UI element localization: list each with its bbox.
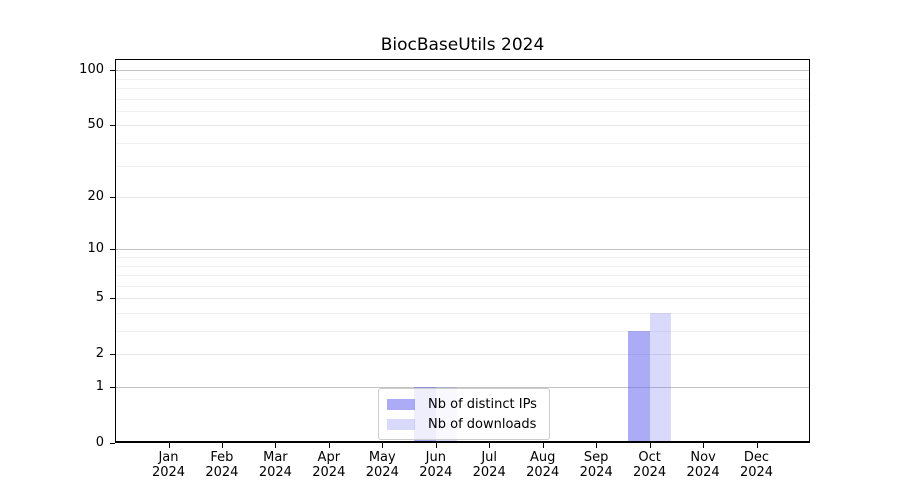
x-tick: [489, 443, 491, 448]
y-tick-label: 50: [87, 117, 104, 133]
legend-item-distinct-ips: Nb of distinct IPs: [387, 394, 541, 414]
x-tick: [168, 443, 170, 448]
x-tick-label: Sep 2024: [579, 450, 613, 480]
y-tick-label: 2: [95, 346, 104, 362]
legend-swatch-downloads: [387, 418, 415, 430]
x-tick-label: Dec 2024: [739, 450, 774, 480]
x-tick-label: Aug 2024: [526, 450, 560, 480]
x-tick-label: Jun 2024: [419, 450, 453, 480]
x-tick: [382, 443, 384, 448]
x-tick-label: Jan 2024: [151, 450, 186, 480]
x-tick: [542, 443, 544, 448]
y-tick: [110, 443, 115, 444]
legend-label-distinct-ips: Nb of distinct IPs: [428, 396, 537, 412]
y-tick-label: 5: [95, 290, 104, 306]
y-tick-label: 0: [95, 435, 104, 450]
x-tick: [275, 443, 277, 448]
legend-swatch-distinct-ips: [387, 398, 415, 410]
x-tick: [435, 443, 437, 448]
legend-item-downloads: Nb of downloads: [387, 414, 541, 434]
y-tick-label: 20: [87, 189, 104, 205]
x-tick: [328, 443, 330, 448]
x-tick-label: Feb 2024: [205, 450, 239, 480]
x-tick-label: May 2024: [365, 450, 399, 480]
x-tick-label: Jul 2024: [472, 450, 506, 480]
plot-frame: [115, 59, 810, 443]
x-tick-label: Oct 2024: [633, 450, 667, 480]
x-tick-label: Apr 2024: [312, 450, 346, 480]
y-tick-label: 10: [87, 241, 104, 257]
x-tick: [756, 443, 758, 448]
x-tick-label: Nov 2024: [686, 450, 720, 480]
legend-label-downloads: Nb of downloads: [428, 416, 537, 432]
y-tick-label: 100: [79, 62, 104, 78]
x-tick: [596, 443, 598, 448]
legend: Nb of distinct IPs Nb of downloads: [378, 388, 550, 440]
chart-title: BiocBaseUtils 2024: [380, 35, 545, 55]
x-tick: [703, 443, 705, 448]
y-tick-label: 1: [95, 379, 104, 394]
x-tick: [649, 443, 651, 448]
x-tick-label: Mar 2024: [258, 450, 292, 480]
x-tick: [221, 443, 223, 448]
